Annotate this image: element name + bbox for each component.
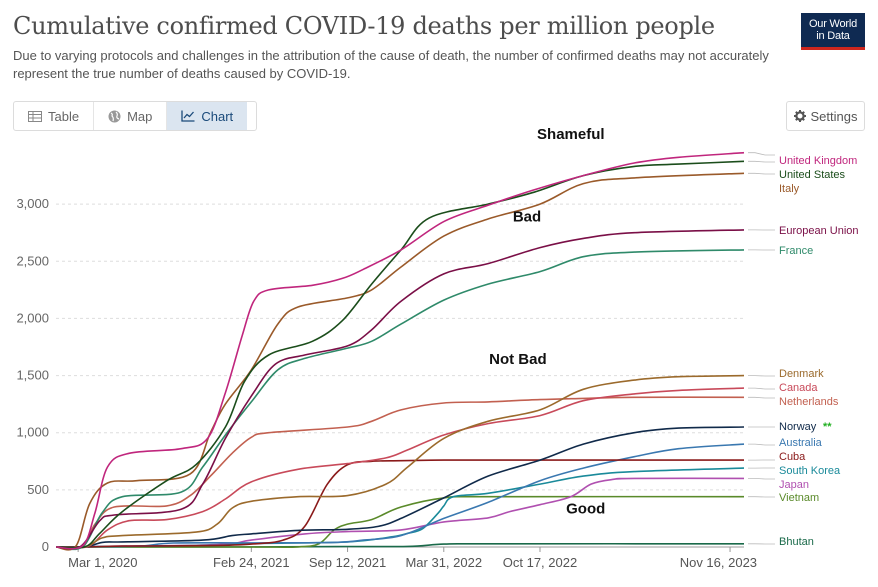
logo-line-1: Our World: [808, 18, 858, 30]
chart-title: Cumulative confirmed COVID-19 deaths per…: [13, 12, 715, 40]
tab-chart-label: Chart: [201, 108, 234, 124]
series-label-european-union: European Union: [779, 225, 859, 237]
y-tick-label: 2,500: [16, 253, 49, 268]
label-connector-united-states: [748, 160, 775, 163]
label-connector-italy: [748, 172, 775, 175]
series-label-denmark: Denmark: [779, 368, 824, 380]
series-line-european-union: [55, 229, 745, 550]
gear-icon: [793, 110, 806, 122]
y-tick-label: 3,000: [16, 196, 49, 211]
annotation-shameful: Shameful: [537, 126, 605, 143]
y-tick-label: 2,000: [16, 310, 49, 325]
x-tick-label: Mar 31, 2022: [405, 555, 482, 570]
series-label-south-korea: South Korea: [779, 465, 841, 477]
x-tick-label: Nov 16, 2023: [680, 555, 757, 570]
series-line-italy: [55, 172, 745, 551]
series-line-denmark: [55, 374, 745, 549]
x-tick-label: Mar 1, 2020: [68, 555, 137, 570]
y-tick-label: 1,000: [16, 425, 49, 440]
x-tick-label: Sep 12, 2021: [309, 555, 386, 570]
series-label-cuba: Cuba: [779, 451, 806, 463]
y-tick-label: 500: [27, 482, 49, 497]
annotation-not-bad: Not Bad: [489, 351, 547, 368]
annotation-bad: Bad: [513, 208, 541, 225]
series-label-united-kingdom: United Kingdom: [779, 155, 857, 167]
series-label-canada: Canada: [779, 382, 818, 394]
y-tick-label: 1,500: [16, 368, 49, 383]
series-label-bhutan: Bhutan: [779, 536, 814, 548]
series-label-japan: Japan: [779, 479, 809, 491]
series-line-france: [55, 249, 745, 551]
label-connector-australia: [748, 443, 775, 446]
settings-label: Settings: [810, 108, 858, 124]
x-tick-label: Feb 24, 2021: [213, 555, 290, 570]
series-label-vietnam: Vietnam: [779, 492, 819, 504]
logo-line-2: in Data: [816, 30, 850, 42]
annotation-good: Good: [566, 500, 605, 517]
tab-map-label: Map: [127, 108, 153, 124]
series-line-vietnam: [56, 495, 745, 548]
view-tabs: Table Map Chart: [13, 101, 257, 131]
globe-icon: [108, 110, 121, 122]
label-connector-canada: [748, 387, 775, 390]
tab-chart[interactable]: Chart: [167, 102, 248, 130]
label-connector-netherlands: [748, 396, 775, 399]
settings-button[interactable]: Settings: [786, 101, 865, 131]
table-icon: [28, 110, 42, 122]
tab-map[interactable]: Map: [94, 102, 168, 130]
series-label-norway: Norway: [779, 421, 817, 433]
series-label-italy: Italy: [779, 183, 800, 195]
series-label-united-states: United States: [779, 169, 846, 181]
norway-footnote-stars: **: [823, 421, 832, 433]
label-connector-united-kingdom: [748, 152, 775, 156]
series-line-united-kingdom: [55, 151, 745, 550]
tab-table-label: Table: [48, 108, 80, 124]
y-tick-label: 0: [42, 539, 49, 554]
series-line-netherlands: [55, 396, 745, 550]
series-line-cuba: [55, 459, 744, 548]
series-line-norway: [55, 426, 745, 549]
series-line-canada: [55, 387, 745, 549]
tab-table[interactable]: Table: [14, 102, 95, 130]
label-connector-japan: [748, 478, 775, 480]
x-tick-label: Oct 17, 2022: [503, 555, 577, 570]
line-chart-icon: [181, 110, 195, 122]
owid-logo[interactable]: Our World in Data: [801, 13, 865, 50]
series-label-france: France: [779, 245, 813, 257]
series-label-australia: Australia: [779, 437, 823, 449]
chart-subtitle: Due to varying protocols and challenges …: [13, 48, 769, 81]
series-label-netherlands: Netherlands: [779, 396, 839, 408]
